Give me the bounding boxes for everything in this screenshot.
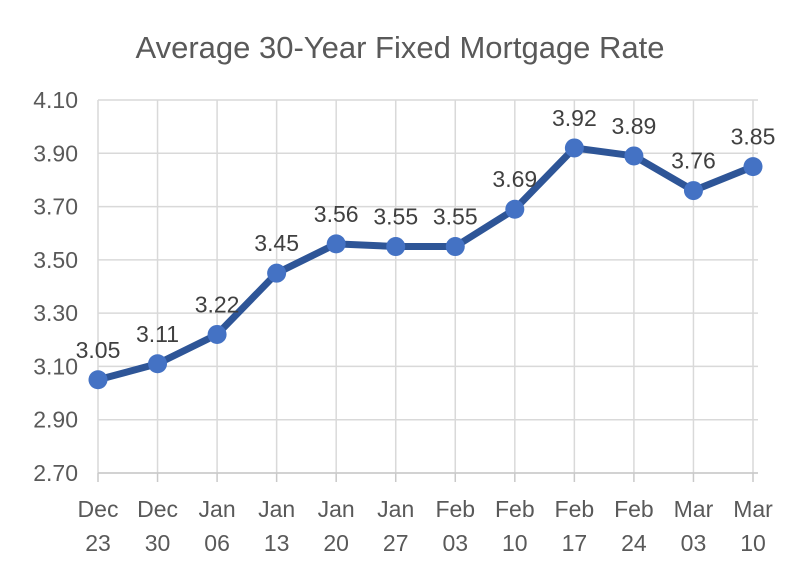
data-point-marker — [88, 370, 108, 390]
y-axis-tick-label: 3.90 — [33, 140, 78, 166]
series-line — [94, 144, 757, 384]
x-axis-tick-label: Jan 06 — [199, 496, 236, 556]
data-point-marker — [505, 199, 525, 219]
marker-group — [88, 138, 763, 390]
x-axis-tick-label: Feb 03 — [435, 496, 475, 556]
data-label: 3.55 — [433, 204, 478, 230]
x-axis-tick-label: Jan 20 — [318, 496, 355, 556]
y-axis-tick-label: 3.10 — [33, 353, 78, 379]
x-axis-labels: Dec 23 Dec 30 Jan 06 Jan 13 Jan 20 Jan 27 Feb 03 Feb 10… — [78, 496, 774, 556]
y-axis-tick-label: 2.90 — [33, 407, 78, 433]
data-point-marker — [207, 324, 227, 344]
data-label: 3.55 — [373, 204, 418, 230]
data-label: 3.05 — [76, 337, 121, 363]
data-point-marker — [445, 237, 465, 257]
y-axis-tick-label: 3.70 — [33, 194, 78, 220]
data-point-marker — [683, 181, 703, 201]
data-point-marker — [624, 146, 644, 166]
gridlines — [97, 99, 758, 474]
x-axis-tick-label: Feb 24 — [614, 496, 654, 556]
data-point-marker — [386, 237, 406, 257]
data-label: 3.11 — [136, 321, 179, 347]
x-axis-tick-label: Feb 17 — [555, 496, 595, 556]
x-axis-tick-label: Mar 03 — [674, 496, 714, 556]
data-label: 3.92 — [552, 105, 597, 131]
data-label: 3.76 — [671, 148, 716, 174]
data-point-marker — [326, 234, 346, 254]
data-point-marker — [564, 138, 584, 158]
data-point-marker — [267, 263, 287, 283]
x-axis-tick-label: Jan 13 — [258, 496, 295, 556]
data-point-marker — [743, 157, 763, 177]
data-label: 3.89 — [612, 113, 657, 139]
x-axis-tick-label: Feb 10 — [495, 496, 535, 556]
x-axis-tick-label: Mar 10 — [733, 496, 773, 556]
data-label: 3.85 — [731, 124, 776, 150]
x-axis-tick-label: Dec 30 — [137, 496, 178, 556]
data-label: 3.56 — [314, 201, 359, 227]
y-axis-tick-label: 2.70 — [33, 460, 78, 486]
data-label: 3.45 — [254, 230, 299, 256]
y-axis-labels: 2.70 2.90 3.10 3.30 3.50 3.70 3.90 4.10 — [33, 87, 78, 486]
y-axis-tick-label: 3.50 — [33, 247, 78, 273]
chart-title: Average 30-Year Fixed Mortgage Rate — [135, 30, 664, 65]
data-point-marker — [148, 354, 168, 374]
x-axis — [97, 472, 758, 482]
data-label: 3.69 — [492, 166, 537, 192]
x-axis-tick-label: Dec 23 — [78, 496, 119, 556]
data-label: 3.22 — [195, 291, 240, 317]
series-line-group — [94, 144, 757, 384]
data-label-group: 3.05 3.11 3.22 3.45 3.56 3.55 3.55 3.69 3.92 3.89… — [76, 105, 776, 363]
x-axis-tick-label: Jan 27 — [377, 496, 414, 556]
y-axis-tick-label: 4.10 — [33, 87, 78, 113]
y-axis-tick-label: 3.30 — [33, 300, 78, 326]
